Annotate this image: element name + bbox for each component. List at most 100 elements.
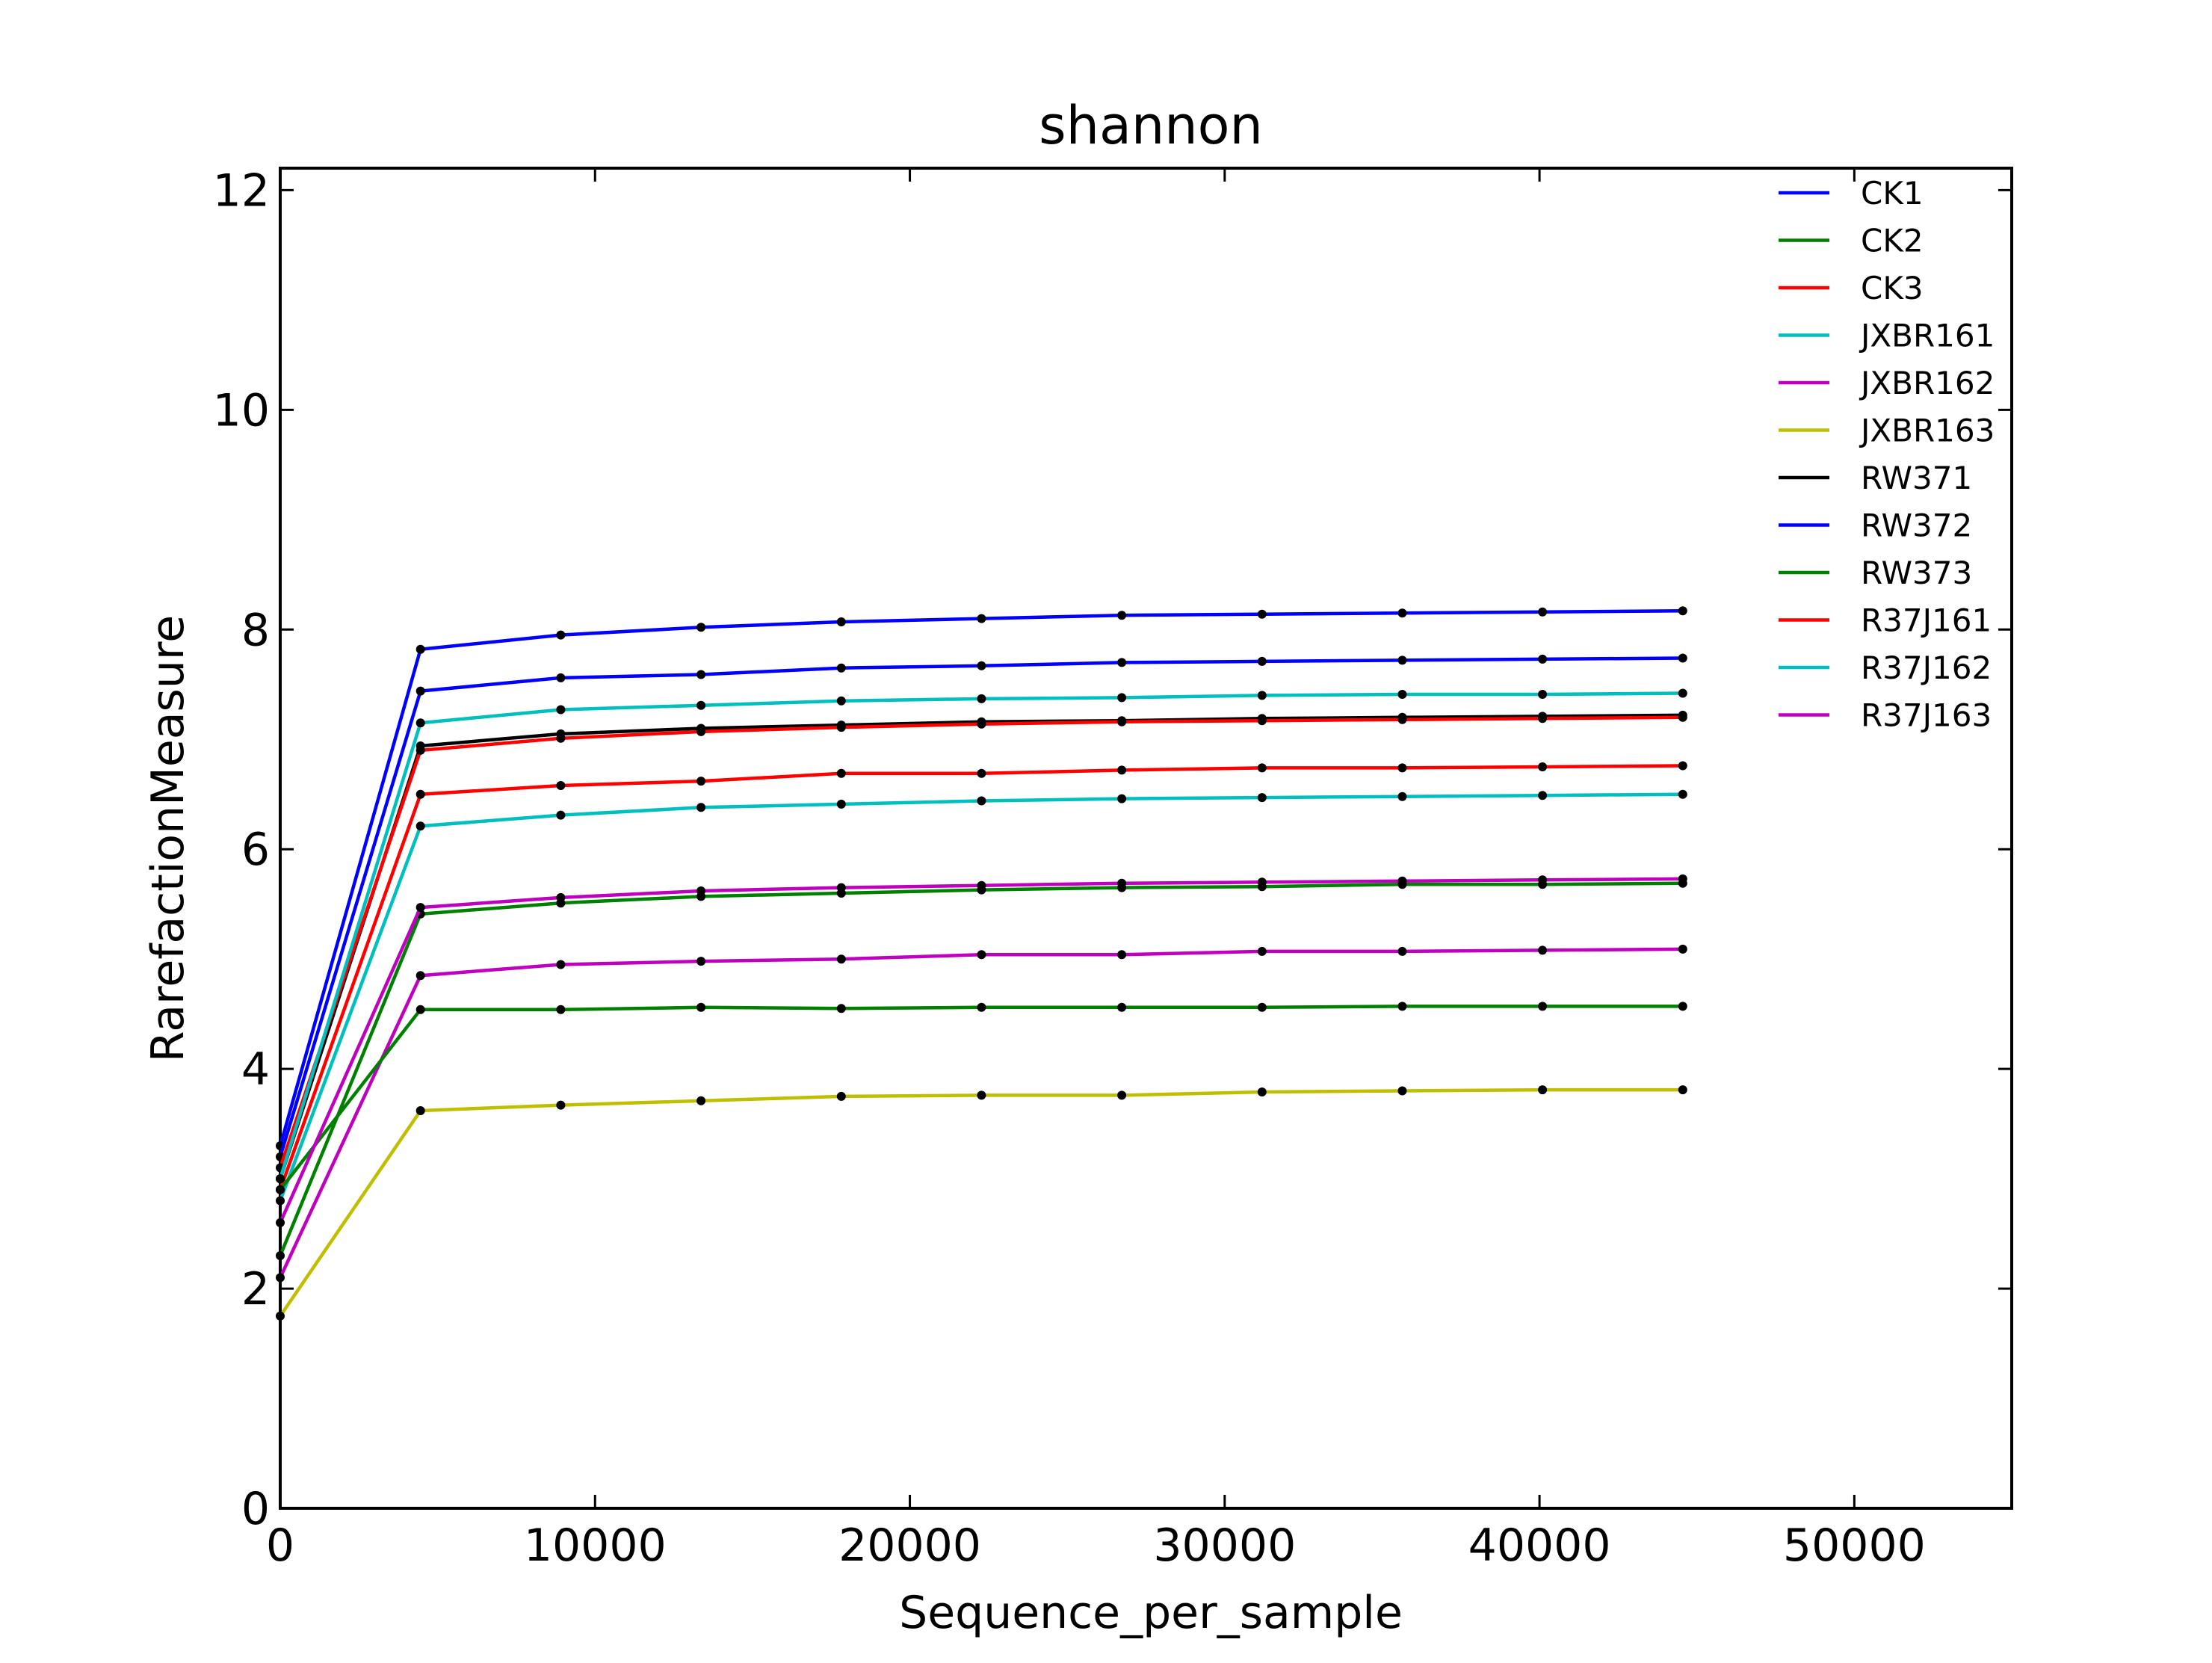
data-point-jxbr162 [836, 954, 846, 964]
data-point-r37j162 [1538, 690, 1548, 699]
data-point-jxbr161 [415, 821, 425, 831]
data-point-rw373 [415, 1005, 425, 1014]
data-point-ck3 [556, 781, 566, 790]
data-point-jxbr163 [1678, 1085, 1687, 1095]
data-point-ck1 [836, 617, 846, 626]
data-point-r37j161 [1397, 715, 1407, 724]
y-tick-label: 2 [241, 1263, 270, 1315]
data-point-jxbr162 [1257, 946, 1267, 956]
data-point-r37j162 [696, 700, 706, 710]
data-point-rw372 [977, 661, 986, 670]
data-point-ck1 [696, 623, 706, 632]
legend-label: CK1 [1861, 175, 1924, 212]
legend-label: JXBR163 [1859, 413, 1995, 449]
data-point-r37j162 [1397, 690, 1407, 699]
data-point-r37j162 [1117, 693, 1127, 703]
data-point-rw373 [556, 1005, 566, 1014]
data-point-ck1 [1397, 608, 1407, 618]
data-point-ck3 [1257, 763, 1267, 773]
data-point-r37j163 [977, 880, 986, 890]
legend-label: R37J163 [1861, 697, 1992, 734]
data-point-ck1 [1117, 611, 1127, 620]
data-point-r37j162 [1678, 688, 1687, 698]
y-tick-label: 4 [241, 1043, 270, 1096]
data-point-r37j163 [836, 883, 846, 892]
data-point-r37j161 [977, 719, 986, 729]
data-point-r37j161 [415, 745, 425, 755]
data-point-rw372 [696, 670, 706, 679]
data-point-r37j163 [1538, 875, 1548, 885]
data-point-r37j161 [1117, 717, 1127, 726]
x-tick-label: 0 [266, 1519, 294, 1572]
data-point-jxbr162 [1538, 945, 1548, 955]
data-point-ck3 [836, 768, 846, 778]
plot-frame [279, 167, 2013, 1510]
data-point-jxbr163 [1538, 1085, 1548, 1095]
data-point-r37j163 [415, 903, 425, 913]
data-point-rw372 [1538, 654, 1548, 664]
data-point-r37j162 [977, 694, 986, 703]
data-point-rw373 [1678, 1002, 1687, 1011]
data-point-ck1 [977, 614, 986, 623]
data-point-ck1 [1678, 606, 1687, 616]
data-point-jxbr163 [696, 1096, 706, 1105]
data-point-jxbr163 [276, 1311, 285, 1321]
data-point-rw373 [836, 1004, 846, 1013]
data-point-ck3 [696, 777, 706, 786]
data-point-jxbr163 [1397, 1086, 1407, 1096]
data-point-rw373 [977, 1002, 986, 1012]
data-point-jxbr162 [1397, 946, 1407, 956]
data-point-rw372 [1257, 656, 1267, 666]
legend-label: R37J161 [1861, 602, 1992, 639]
data-point-rw373 [696, 1002, 706, 1012]
x-tick-label: 50000 [1783, 1519, 1926, 1572]
data-point-ck2 [276, 1251, 285, 1260]
data-point-rw372 [556, 673, 566, 682]
data-point-rw373 [1257, 1002, 1267, 1012]
data-point-r37j162 [276, 1174, 285, 1184]
data-point-r37j162 [415, 718, 425, 728]
data-point-jxbr163 [977, 1090, 986, 1100]
data-point-r37j163 [1117, 878, 1127, 888]
data-point-jxbr161 [1257, 793, 1267, 803]
data-point-r37j163 [1397, 876, 1407, 886]
data-point-r37j163 [556, 892, 566, 902]
data-point-jxbr163 [1257, 1087, 1267, 1096]
x-tick-label: 20000 [838, 1519, 981, 1572]
data-point-ck1 [1538, 607, 1548, 617]
data-point-ck1 [415, 644, 425, 654]
data-point-r37j161 [1538, 714, 1548, 723]
data-point-r37j162 [836, 696, 846, 706]
data-point-jxbr161 [1397, 792, 1407, 801]
legend-label: JXBR161 [1859, 318, 1995, 354]
plot-area: 0 10000 20000 30000 40000 50000 0 2 4 6 8 10 12 CK1 CK… [213, 164, 2013, 1572]
data-point-r37j162 [1257, 691, 1267, 700]
data-point-ck1 [556, 630, 566, 640]
x-tick-label: 10000 [524, 1519, 667, 1572]
legend-label: CK3 [1861, 270, 1924, 306]
data-point-rw372 [1678, 653, 1687, 663]
x-tick-label: 40000 [1468, 1519, 1611, 1572]
data-point-rw373 [1538, 1002, 1548, 1011]
data-point-ck1 [1257, 609, 1267, 619]
data-point-ck3 [1397, 763, 1407, 773]
data-point-r37j161 [836, 723, 846, 732]
data-point-rw372 [836, 663, 846, 673]
data-point-jxbr162 [977, 950, 986, 960]
legend-label: RW372 [1861, 507, 1972, 544]
y-tick-label: 6 [241, 824, 270, 876]
data-point-r37j161 [696, 726, 706, 736]
data-point-r37j161 [1678, 712, 1687, 722]
data-point-jxbr161 [556, 810, 566, 820]
data-point-jxbr163 [556, 1100, 566, 1110]
data-point-r37j161 [556, 733, 566, 743]
data-point-rw373 [1117, 1002, 1127, 1012]
data-point-jxbr162 [1117, 950, 1127, 960]
y-tick-label: 12 [213, 164, 270, 217]
data-point-r37j163 [276, 1218, 285, 1227]
data-point-jxbr162 [415, 971, 425, 981]
data-point-ck3 [977, 768, 986, 778]
data-point-ck3 [415, 789, 425, 799]
data-point-jxbr163 [1117, 1090, 1127, 1100]
